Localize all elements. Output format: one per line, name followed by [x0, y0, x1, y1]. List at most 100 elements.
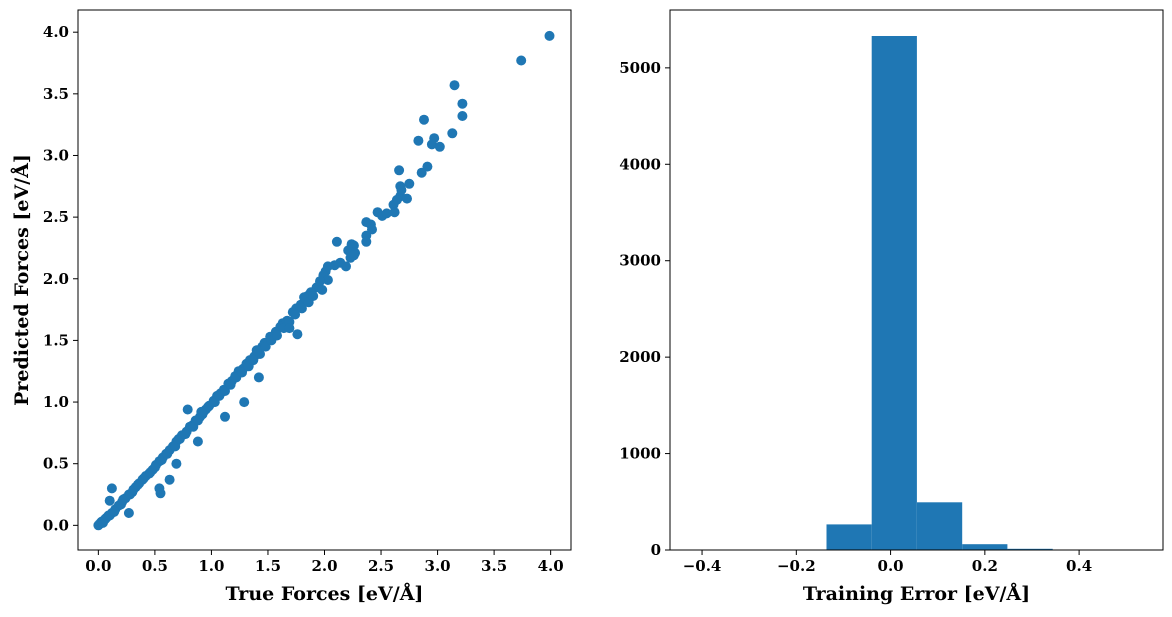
scatter-point [104, 495, 115, 506]
scatter-point [331, 236, 342, 247]
scatter-point [162, 448, 173, 459]
scatter-point [449, 80, 460, 91]
scatter-point [389, 207, 400, 218]
scatter-point [138, 473, 149, 484]
y-tick-label: 4000 [619, 155, 661, 173]
scatter-point [251, 345, 262, 356]
scatter-point [180, 429, 191, 440]
y-tick-label: 1.0 [43, 393, 69, 411]
scatter-point [434, 141, 445, 152]
y-tick-label: 2.5 [43, 208, 69, 226]
scatter-point [341, 261, 351, 272]
x-tick-label: 0.0 [85, 557, 111, 575]
histogram-plot-frame [669, 9, 1164, 551]
scatter-point [192, 436, 203, 447]
scatter-point [315, 276, 325, 287]
y-tick-label: 3.5 [43, 85, 69, 103]
scatter-x-axis: 0.0 0.5 1.0 1.5 2.0 2.5 3.0 3.5 4.0 [85, 550, 564, 575]
x-tick-label: 0.4 [1066, 557, 1092, 575]
scatter-point [391, 194, 402, 205]
scatter-point [404, 178, 415, 189]
scatter-point [220, 411, 230, 422]
histogram-bar [962, 544, 1008, 550]
y-tick-label: 0.0 [43, 516, 69, 534]
y-tick-label: 1.5 [43, 331, 69, 349]
scatter-points [93, 30, 555, 531]
y-tick-label: 3.0 [43, 146, 69, 164]
scatter-point [225, 379, 236, 390]
scatter-point [367, 224, 377, 235]
histogram-chart: −0.4 −0.2 0.0 0.2 0.4 010002000300040005000 … [619, 9, 1164, 605]
x-tick-label: 0.5 [142, 557, 168, 575]
scatter-point [284, 323, 295, 334]
histogram-bar [826, 524, 872, 550]
scatter-point [290, 309, 301, 320]
scatter-point [196, 406, 207, 417]
scatter-point [253, 372, 264, 383]
histogram-x-axis-label: Training Error [eV/Å] [803, 582, 1030, 605]
scatter-point [155, 488, 166, 499]
x-tick-label: 3.0 [425, 557, 451, 575]
scatter-point [447, 128, 458, 139]
x-tick-label: 2.5 [368, 557, 394, 575]
x-tick-label: 1.0 [198, 557, 224, 575]
x-tick-label: 2.0 [311, 557, 337, 575]
y-tick-label: 2.0 [43, 270, 69, 288]
scatter-point [361, 217, 372, 228]
scatter-point [348, 250, 359, 261]
scatter-point [182, 404, 193, 415]
scatter-point [381, 208, 392, 219]
histogram-x-axis: −0.4 −0.2 0.0 0.2 0.4 [683, 550, 1092, 575]
scatter-y-axis: 0.0 0.5 1.0 1.5 2.0 2.5 3.0 3.5 4.0 [43, 23, 78, 534]
scatter-point [322, 275, 333, 285]
scatter-point [106, 483, 117, 494]
scatter-point [426, 139, 437, 150]
x-tick-label: 0.0 [878, 557, 904, 575]
scatter-point [416, 167, 427, 178]
scatter-point [413, 135, 424, 146]
scatter-point [296, 303, 307, 314]
scatter-point [308, 291, 319, 301]
scatter-point [402, 193, 412, 204]
x-tick-label: 4.0 [538, 557, 564, 575]
histogram-bar [871, 36, 917, 550]
scatter-point [329, 260, 340, 271]
scatter-point [164, 474, 175, 485]
y-tick-label: 0 [651, 541, 661, 559]
scatter-point [419, 114, 429, 125]
x-tick-label: 0.2 [972, 557, 998, 575]
scatter-point [123, 508, 134, 518]
y-tick-label: 5000 [619, 59, 661, 77]
y-tick-label: 3000 [619, 252, 661, 270]
scatter-point [170, 441, 181, 452]
scatter-point [361, 236, 372, 247]
x-tick-label: −0.2 [777, 557, 816, 575]
histogram-y-axis: 0 1000 2000 3000 4000 5000 [619, 59, 670, 559]
scatter-point [248, 355, 259, 366]
y-tick-label: 1000 [619, 445, 661, 463]
histogram-bar [917, 502, 963, 550]
scatter-x-axis-label: True Forces [eV/Å] [226, 582, 424, 605]
scatter-point [394, 165, 405, 176]
y-tick-label: 0.5 [43, 455, 69, 473]
scatter-point [149, 462, 160, 473]
scatter-chart: 0.0 0.5 1.0 1.5 2.0 2.5 3.0 3.5 4.0 0.0 0.5 1.0 1.5… [10, 9, 572, 605]
scatter-point [396, 185, 407, 195]
scatter-point [272, 330, 282, 341]
histogram-bars [690, 36, 1144, 550]
scatter-point [516, 55, 527, 66]
scatter-point [544, 30, 555, 41]
histogram-bar [1007, 548, 1053, 550]
scatter-point [109, 506, 120, 517]
scatter-point [292, 329, 303, 340]
scatter-point [457, 111, 468, 121]
scatter-point [317, 284, 328, 295]
y-tick-label: 2000 [619, 348, 661, 366]
scatter-y-axis-label: Predicted Forces [eV/Å] [10, 154, 33, 406]
x-tick-label: −0.4 [683, 557, 722, 575]
x-tick-label: 3.5 [481, 557, 507, 575]
scatter-point [457, 98, 468, 109]
x-tick-label: 1.5 [255, 557, 281, 575]
scatter-point [171, 458, 182, 469]
